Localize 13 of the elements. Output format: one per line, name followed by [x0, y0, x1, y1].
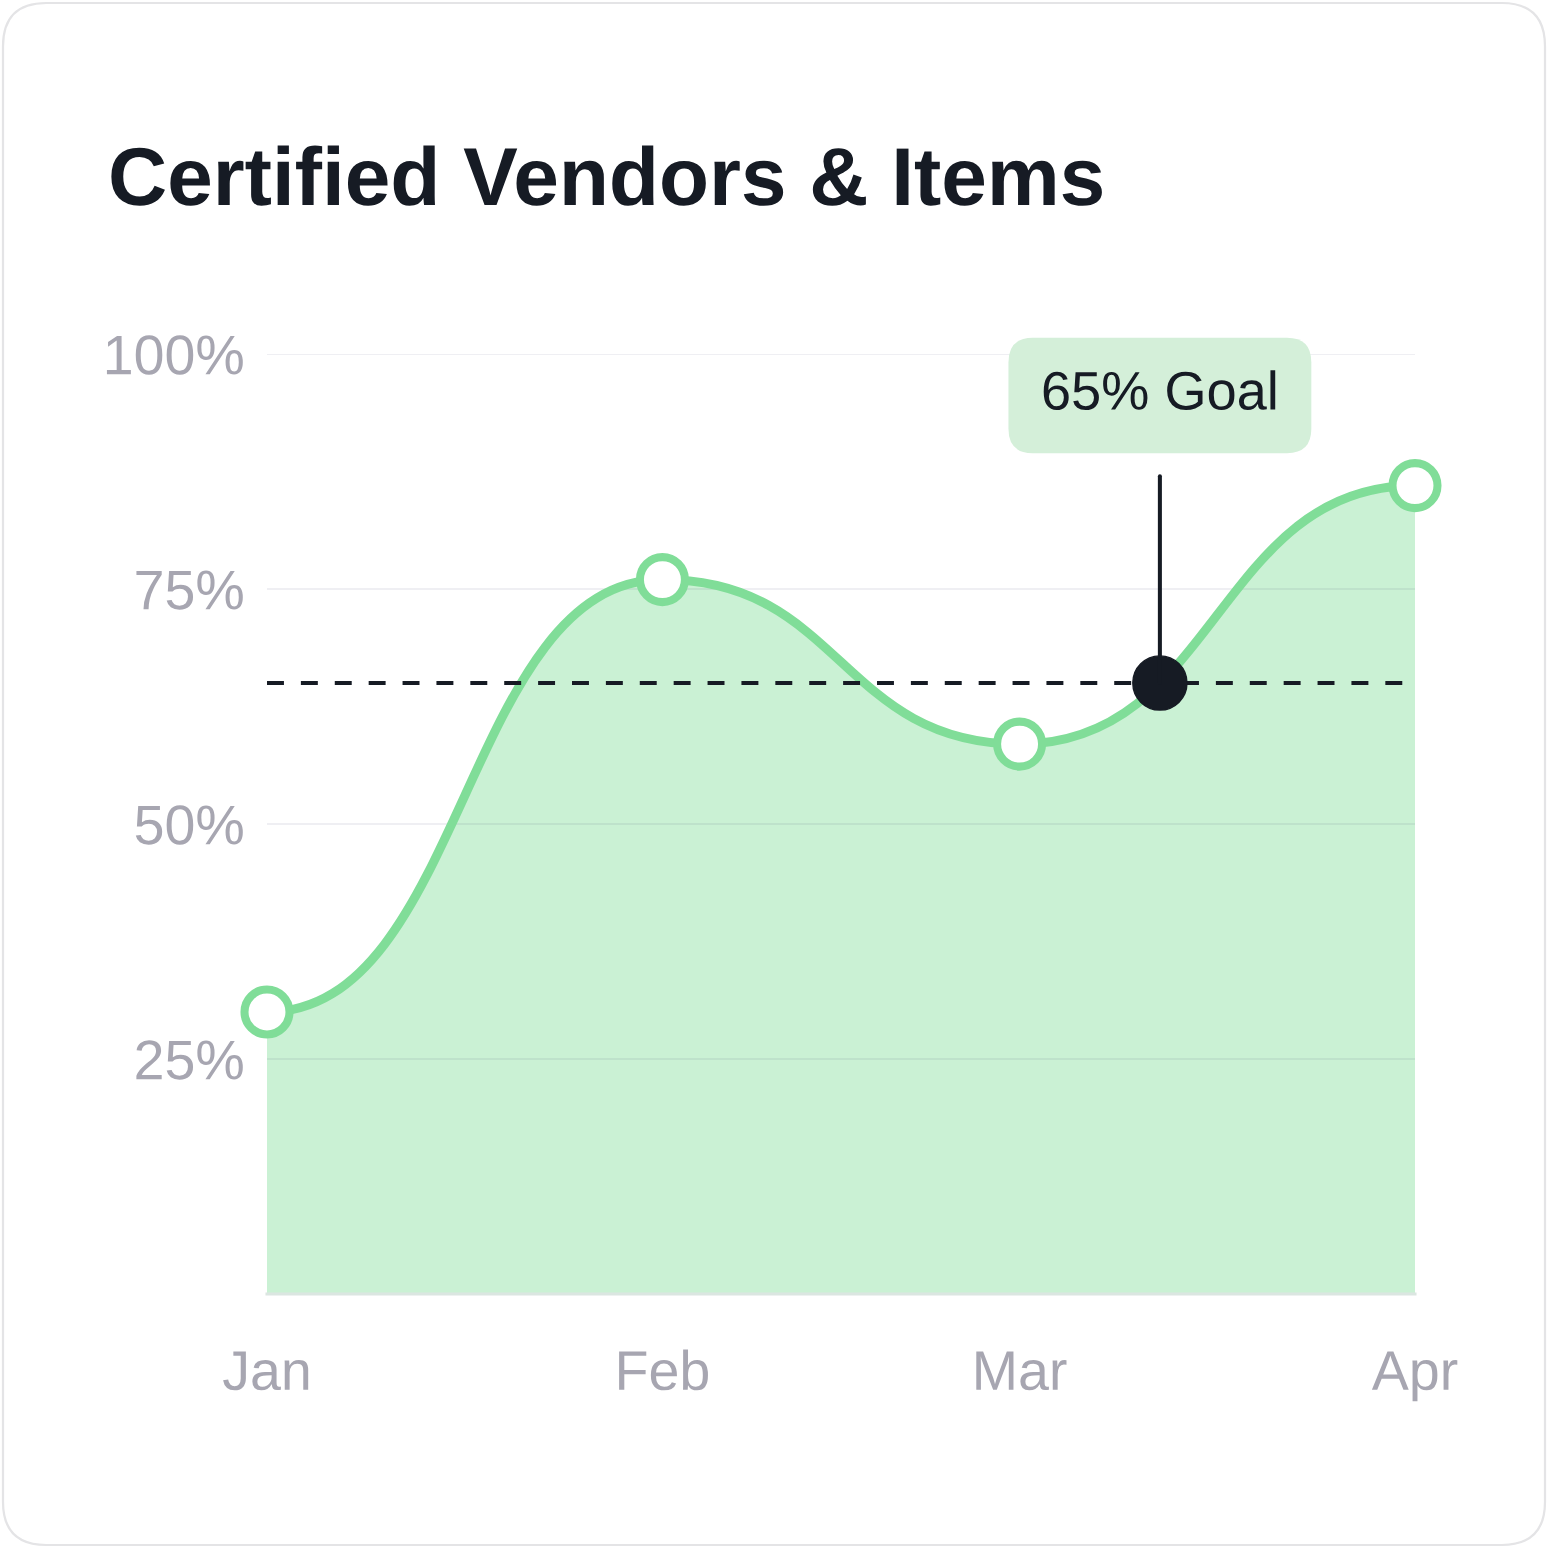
point: [993, 717, 1047, 771]
y-tick-label: 50%: [135, 805, 243, 845]
chart-title: Certified Vendors & Items: [111, 145, 1102, 206]
x-tick-label: Jan: [223, 1351, 309, 1391]
point: [1132, 655, 1188, 711]
y-tick-label: 25%: [136, 1040, 243, 1080]
x-tick-label: Feb: [619, 1349, 708, 1391]
annotation: 65% Goal: [1043, 370, 1276, 411]
y-tick-label: 100%: [106, 335, 243, 375]
x-tick-label: Apr: [1371, 1351, 1458, 1402]
point: [240, 985, 294, 1039]
x-tick-label: Mar: [976, 1351, 1067, 1391]
y-tick-label: 75%: [136, 570, 243, 610]
